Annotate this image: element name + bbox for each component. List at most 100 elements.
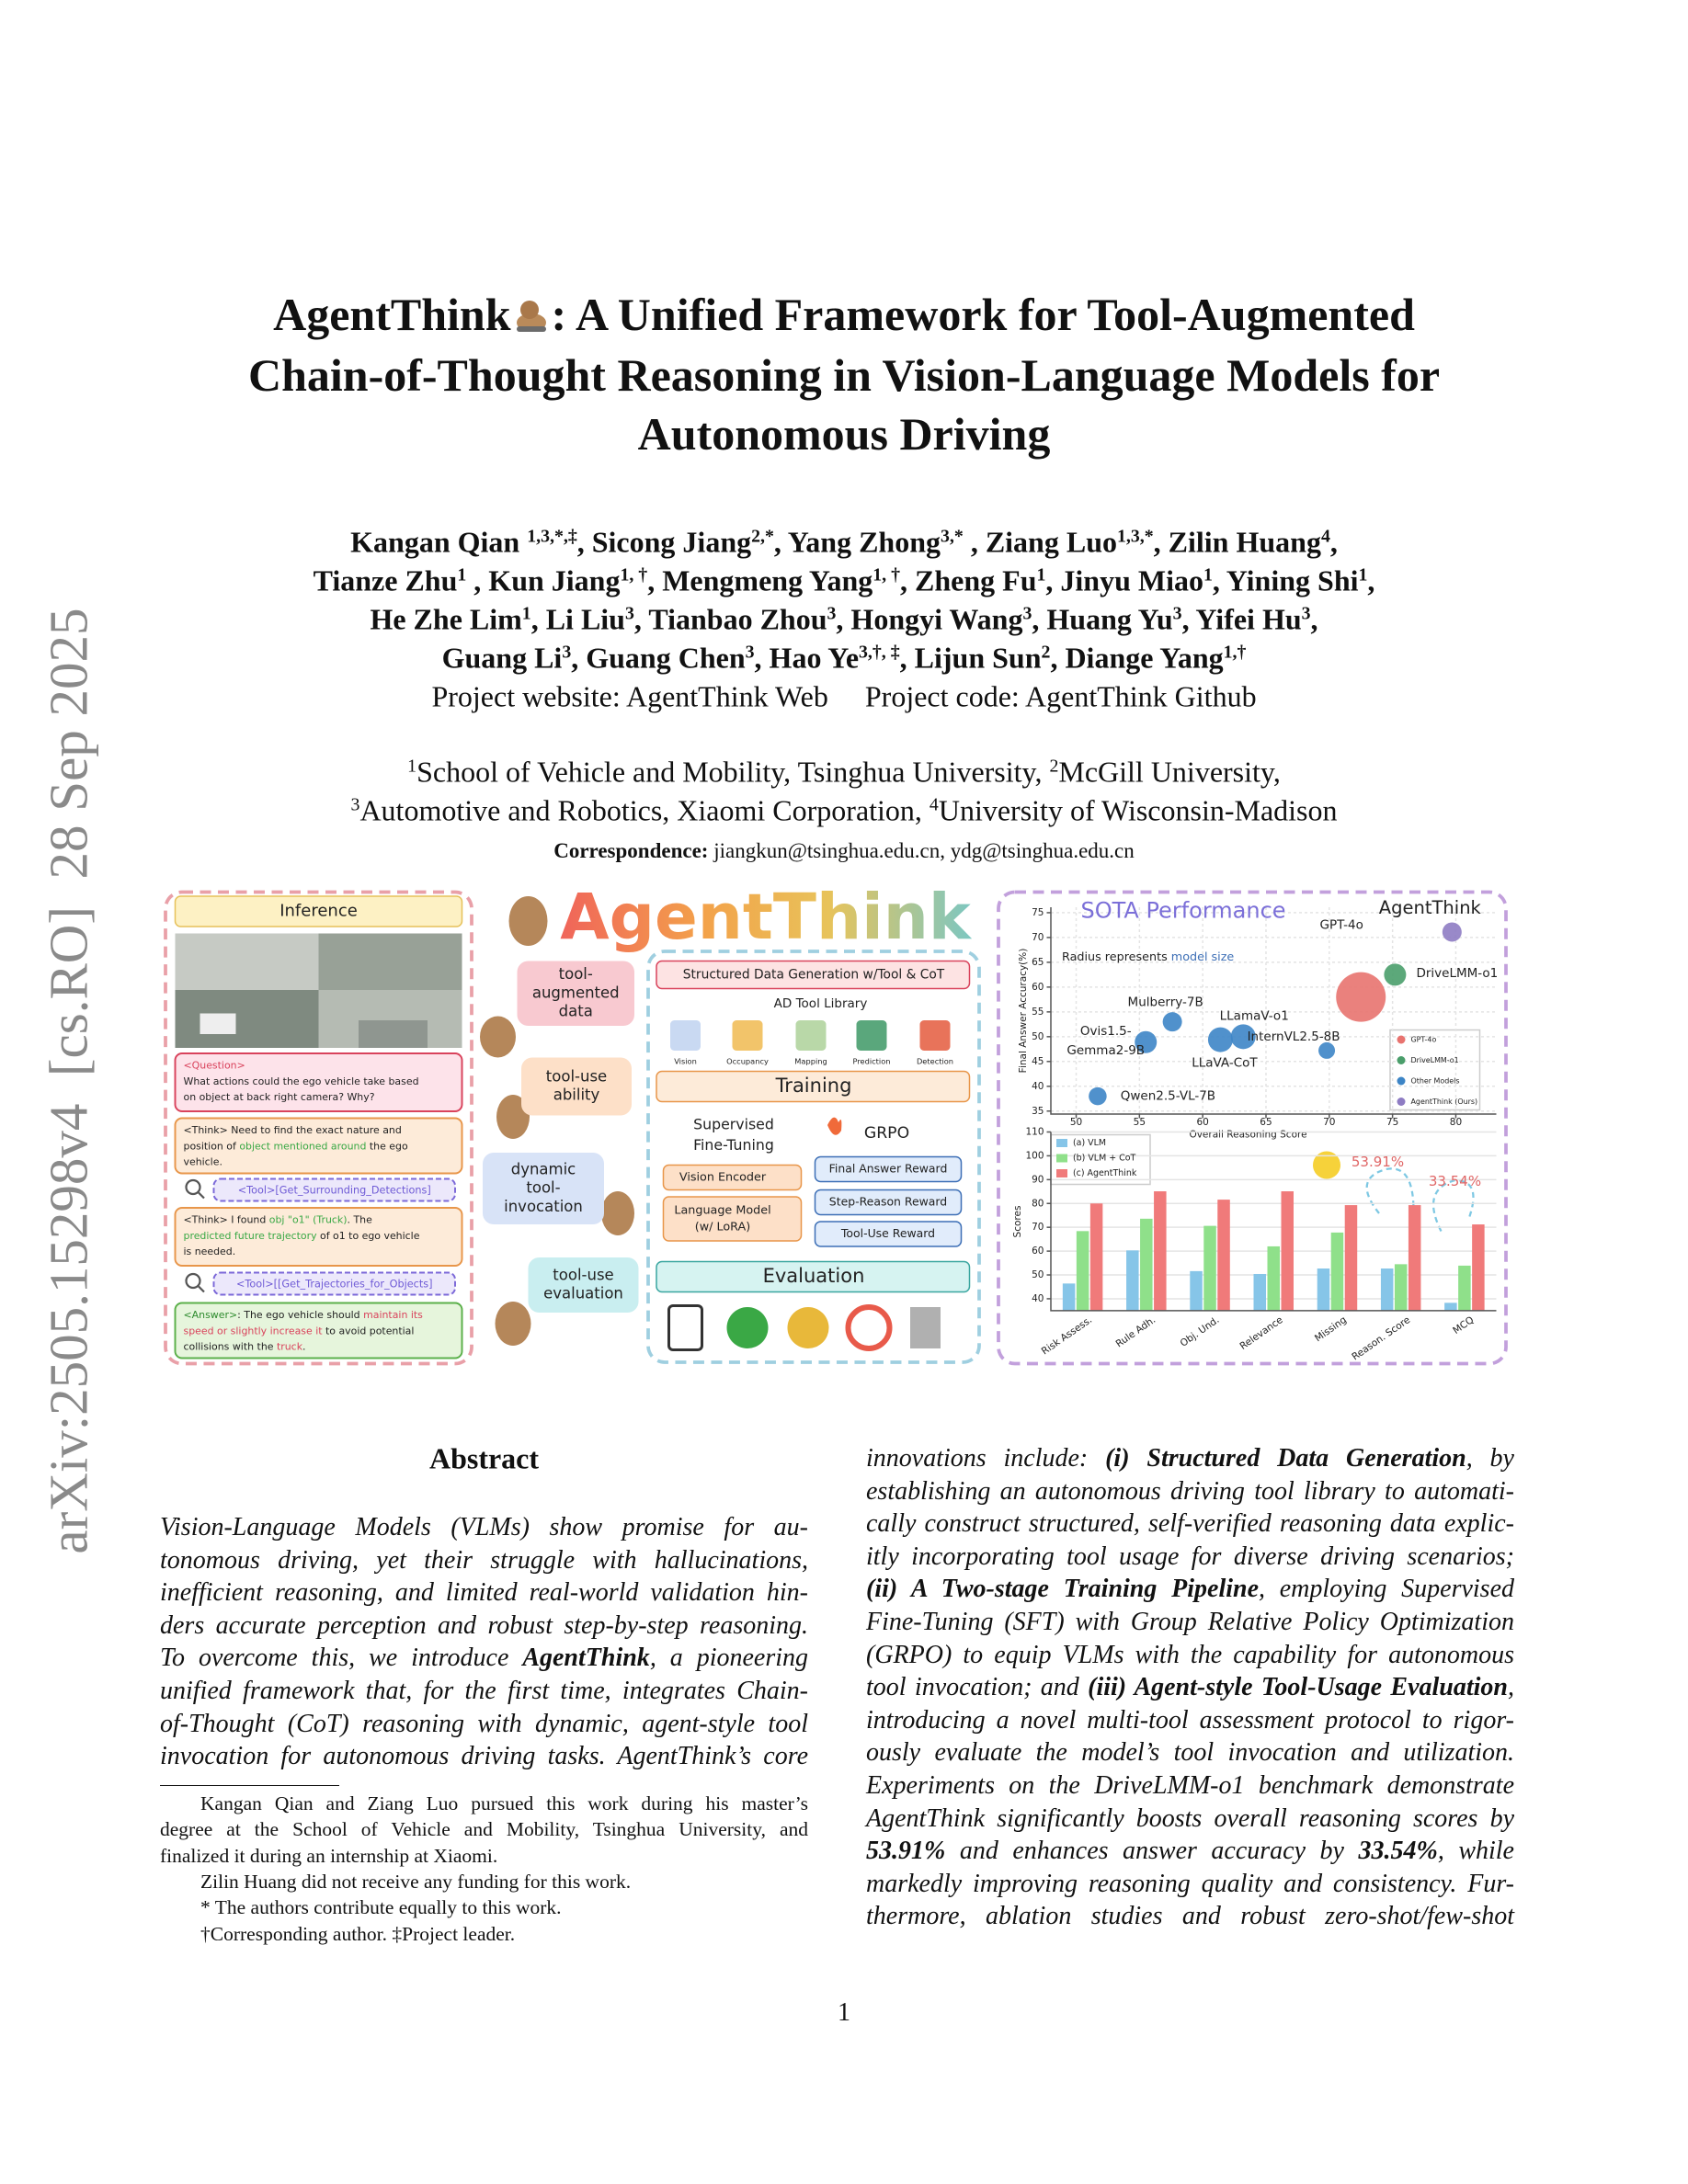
bar — [1317, 1268, 1330, 1311]
bar — [1253, 1273, 1266, 1311]
reasoning-box — [212, 1177, 456, 1202]
bar — [1458, 1265, 1471, 1311]
tool-label: Prediction — [853, 1057, 891, 1066]
text-run: , Diange Yang — [1050, 641, 1224, 675]
y-tick-label: 60 — [1032, 1246, 1044, 1257]
bar — [1217, 1200, 1230, 1311]
text-run: jiangkun@tsinghua.edu.cn, ydg@tsinghua.e… — [708, 839, 1135, 862]
bubble-text: dynamic — [511, 1160, 576, 1177]
reasoning-text: <Think> Need to find the exact nature an… — [184, 1124, 402, 1136]
bubble-point — [1442, 922, 1462, 942]
text-run: (i) Structured Data Generation — [1105, 1444, 1466, 1473]
legend-label: GPT-4o — [1411, 1036, 1437, 1044]
text-run: , Tianbao Zhou — [633, 602, 827, 636]
text-run: , Huang Yu — [1032, 602, 1173, 636]
project-code[interactable]: Project code: AgentThink Github — [864, 679, 1257, 713]
y-tick-label: 60 — [1032, 982, 1044, 993]
logo: AgentThink — [560, 881, 973, 954]
stage-label: GRPO — [864, 1124, 909, 1143]
footnote-line: Kangan Qian and Ziang Luo pursued this w… — [200, 1792, 808, 1814]
text-run: (ii) A Two-stage Training Pipeline — [866, 1575, 1259, 1604]
superscript: 3 — [350, 794, 360, 815]
text-run: cally construct structured, self-verifie… — [866, 1509, 1514, 1539]
section-box — [656, 1070, 971, 1103]
stage-label: Fine-Tuning — [693, 1136, 774, 1154]
text-run: McGill University, — [1058, 755, 1281, 789]
reward-box — [814, 1189, 963, 1216]
legend-label: AgentThink (Ours) — [1411, 1098, 1478, 1106]
text-run: AgentThink — [522, 1644, 650, 1673]
reasoning-box — [174, 1207, 463, 1267]
x-axis-label: Overall Reasoning Score — [1189, 1130, 1306, 1141]
abstract-line: Fine-Tuning (SFT) with Group Relative Po… — [866, 1606, 1514, 1639]
x-tick-label: Relevance — [1237, 1314, 1284, 1352]
text-run: object mentioned around — [239, 1140, 366, 1152]
text-run: . The — [348, 1214, 373, 1226]
text-run: <Answer> — [184, 1309, 238, 1321]
text-run: , Zheng Fu — [900, 563, 1037, 597]
text-run: Correspondence: — [553, 839, 709, 862]
reasoning-text: predicted future trajectory of o1 to ego… — [184, 1230, 420, 1242]
legend-marker — [1397, 1056, 1406, 1064]
x-tick-label: 50 — [1070, 1117, 1082, 1128]
text-run: , Yang Zhong — [773, 525, 941, 559]
section-box — [656, 960, 971, 990]
reasoning-text: <Tool>[Get_Surrounding_Detections] — [238, 1184, 431, 1196]
title-line: AgentThink: A Unified Framework for Tool… — [0, 288, 1688, 341]
bar — [1444, 1302, 1457, 1311]
text-run: <Tool>[Get_Surrounding_Detections] — [238, 1184, 431, 1196]
reasoning-box — [174, 1302, 463, 1359]
abstract-line: itly incorporating tool usage for divers… — [866, 1541, 1514, 1574]
reasoning-box — [212, 1271, 456, 1296]
bar — [1267, 1246, 1280, 1311]
legend-marker — [1397, 1076, 1406, 1086]
text-run: collisions with the — [184, 1341, 277, 1353]
y-tick-label: 110 — [1025, 1127, 1044, 1138]
text-run: predicted future trajectory — [184, 1230, 318, 1242]
y-tick-label: 45 — [1032, 1056, 1044, 1067]
tool-label: Detection — [917, 1057, 953, 1066]
superscript: 3 — [1172, 603, 1182, 624]
module-label: Language Model — [674, 1204, 770, 1218]
x-tick-label: 60 — [1196, 1117, 1208, 1128]
abstract-line: Experiments on the DriveLMM-o1 benchmark… — [866, 1769, 1514, 1803]
legend-marker — [1056, 1169, 1067, 1177]
superscript: 3 — [1022, 603, 1032, 624]
reward-box — [814, 1221, 963, 1247]
bubble-point — [1207, 1027, 1233, 1052]
project-website[interactable]: Project website: AgentThink Web — [431, 679, 828, 713]
annotation: 53.91% — [1352, 1154, 1404, 1170]
reward-label: Tool-Use Reward — [840, 1226, 935, 1240]
superscript: 3,* — [941, 526, 964, 547]
bubble-point — [1162, 1012, 1182, 1032]
superscript: 2 — [1049, 756, 1059, 777]
affiliation-line: 1School of Vehicle and Mobility, Tsinghu… — [0, 756, 1688, 790]
text-run: ders accurate perception and robust step… — [160, 1610, 808, 1640]
text-run: introducing a novel multi-tool assessmen… — [866, 1705, 1514, 1735]
magnifier-icons — [185, 1178, 205, 1293]
text-run: markedly improving reasoning quality and… — [866, 1869, 1514, 1898]
text-run: ously evaluate the model’s tool invocati… — [866, 1738, 1514, 1768]
tool-icons — [670, 1020, 951, 1051]
y-tick-label: 50 — [1032, 1031, 1044, 1042]
panel-header: Inference — [279, 902, 358, 921]
text-run: , Sicong Jiang — [576, 525, 752, 559]
bar — [1190, 1270, 1203, 1311]
bubble-text: ability — [553, 1086, 600, 1104]
bar — [1126, 1250, 1139, 1311]
text-run: <Tool>[[Get_Trajectories_for_Objects] — [236, 1278, 433, 1290]
superscript: 3 — [624, 603, 634, 624]
text-run: Radius represents — [1062, 950, 1171, 964]
text-run: maintain its — [363, 1309, 423, 1321]
axis — [1050, 907, 1497, 1115]
bar — [1330, 1232, 1344, 1311]
superscript: 1 — [407, 756, 417, 777]
bubble-point — [1230, 1024, 1256, 1050]
module-label: Vision Encoder — [679, 1171, 767, 1185]
superscript: 3 — [1301, 603, 1311, 624]
legend-label: (b) VLM + CoT — [1073, 1154, 1135, 1164]
abstract-line: AgentThink significantly boosts overall … — [866, 1803, 1514, 1836]
abstract-heading: Abstract — [428, 1441, 540, 1475]
text-run: speed or slightly increase it — [184, 1325, 324, 1337]
text-run: Tianze Zhu — [313, 563, 458, 597]
